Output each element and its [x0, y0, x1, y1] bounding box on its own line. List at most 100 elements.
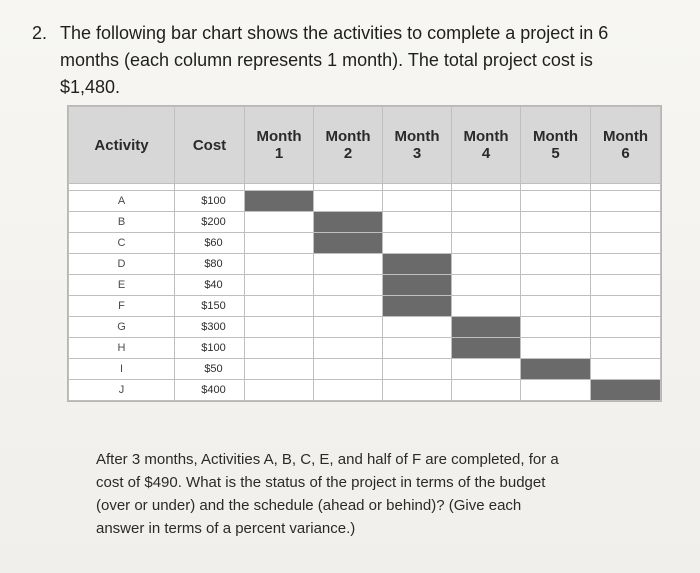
empty-month-cell: [313, 379, 383, 401]
table-row: C $60: [68, 232, 661, 254]
month-word: Month: [325, 128, 371, 145]
empty-month-cell: [244, 316, 314, 338]
month-3-header: Month 3: [382, 106, 452, 184]
cost-cell: $40: [174, 274, 245, 296]
empty-month-cell: [590, 274, 661, 296]
spacer-cell: [244, 183, 314, 191]
empty-month-cell: [451, 274, 521, 296]
activity-cell: B: [68, 211, 175, 233]
month-4-header: Month 4: [451, 106, 521, 184]
cost-cell: $200: [174, 211, 245, 233]
empty-month-cell: [382, 316, 452, 338]
activity-cell: C: [68, 232, 175, 254]
empty-month-cell: [244, 337, 314, 359]
empty-month-cell: [382, 190, 452, 212]
month-word: Month: [603, 128, 648, 145]
cost-cell: $150: [174, 295, 245, 317]
schedule-body: A $100 B $200 C $60 D $80 E $40 F $150 G $300 H $100 I $5…: [68, 183, 661, 401]
scheduled-month-cell: [244, 190, 314, 212]
month-6-header: Month 6: [590, 106, 661, 184]
month-5-header: Month 5: [520, 106, 591, 184]
empty-month-cell: [244, 295, 314, 317]
table-row: E $40: [68, 274, 661, 296]
spacer-cell: [590, 183, 661, 191]
spacer-cell: [382, 183, 452, 191]
scheduled-month-cell: [313, 211, 383, 233]
month-number: 4: [481, 145, 491, 162]
empty-month-cell: [520, 274, 591, 296]
activity-cell: G: [68, 316, 175, 338]
activity-cell: H: [68, 337, 175, 359]
cost-cell: $100: [174, 337, 245, 359]
schedule-table: Activity Cost Month 1 Month 2 Month 3: [68, 106, 661, 401]
table-row: J $400: [68, 379, 661, 401]
month-number: 1: [274, 145, 284, 162]
empty-month-cell: [451, 295, 521, 317]
follow-up-question: After 3 months, Activities A, B, C, E, a…: [96, 448, 644, 540]
empty-month-cell: [244, 211, 314, 233]
spacer-cell: [520, 183, 591, 191]
empty-month-cell: [244, 358, 314, 380]
empty-month-cell: [590, 253, 661, 275]
empty-month-cell: [520, 379, 591, 401]
empty-month-cell: [590, 232, 661, 254]
scheduled-month-cell: [590, 379, 661, 401]
month-word: Month: [533, 128, 578, 145]
question-line-1: 2. The following bar chart shows the act…: [32, 20, 672, 47]
empty-month-cell: [382, 358, 452, 380]
spacer-row: [68, 183, 661, 191]
table-row: G $300: [68, 316, 661, 338]
scheduled-month-cell: [382, 253, 452, 275]
empty-month-cell: [313, 295, 383, 317]
month-2-header: Month 2: [313, 106, 383, 184]
question-line-3: $1,480.: [32, 74, 672, 101]
empty-month-cell: [451, 190, 521, 212]
cost-cell: $100: [174, 190, 245, 212]
empty-month-cell: [590, 337, 661, 359]
empty-month-cell: [590, 358, 661, 380]
activity-cell: J: [68, 379, 175, 401]
follow-up-line-3: (over or under) and the schedule (ahead …: [96, 497, 522, 514]
empty-month-cell: [313, 253, 383, 275]
schedule-table-wrap: Activity Cost Month 1 Month 2 Month 3: [68, 106, 661, 423]
empty-month-cell: [520, 295, 591, 317]
cost-header: Cost: [174, 106, 245, 184]
activity-cell: D: [68, 253, 175, 275]
scheduled-month-cell: [451, 316, 521, 338]
follow-up-line-2: cost of $490. What is the status of the …: [96, 474, 546, 491]
empty-month-cell: [313, 316, 383, 338]
empty-month-cell: [590, 211, 661, 233]
empty-month-cell: [451, 358, 521, 380]
empty-month-cell: [520, 211, 591, 233]
empty-month-cell: [520, 253, 591, 275]
scheduled-month-cell: [451, 337, 521, 359]
cost-cell: $80: [174, 253, 245, 275]
empty-month-cell: [244, 379, 314, 401]
table-row: A $100: [68, 190, 661, 212]
empty-month-cell: [520, 232, 591, 254]
empty-month-cell: [520, 190, 591, 212]
header-row: Activity Cost Month 1 Month 2 Month 3: [68, 106, 661, 184]
empty-month-cell: [313, 190, 383, 212]
spacer-cell: [451, 183, 521, 191]
empty-month-cell: [313, 337, 383, 359]
empty-month-cell: [382, 232, 452, 254]
table-row: H $100: [68, 337, 661, 359]
scheduled-month-cell: [382, 274, 452, 296]
empty-month-cell: [451, 232, 521, 254]
empty-month-cell: [590, 295, 661, 317]
month-word: Month: [463, 128, 509, 145]
empty-month-cell: [244, 274, 314, 296]
activity-cell: I: [68, 358, 175, 380]
month-number: 3: [412, 145, 422, 162]
empty-month-cell: [382, 211, 452, 233]
empty-month-cell: [382, 337, 452, 359]
spacer-cell: [313, 183, 383, 191]
scheduled-month-cell: [382, 295, 452, 317]
empty-month-cell: [313, 358, 383, 380]
question-text-line-2: months (each column represents 1 month).…: [60, 50, 593, 70]
activity-header: Activity: [68, 106, 175, 184]
empty-month-cell: [590, 190, 661, 212]
follow-up-line-1: After 3 months, Activities A, B, C, E, a…: [96, 451, 559, 468]
